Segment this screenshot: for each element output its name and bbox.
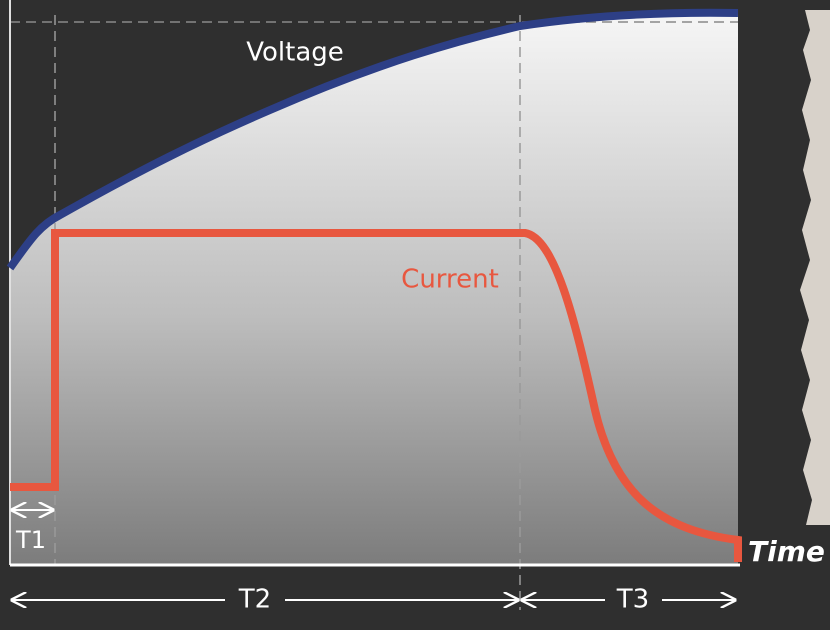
current-label: Current (401, 265, 499, 295)
paper-strip (800, 10, 830, 525)
t3-label: T3 (616, 585, 649, 615)
current-curve (10, 229, 742, 562)
time-label: Time (748, 535, 825, 568)
t2-label: T2 (238, 585, 271, 615)
charge-area (10, 12, 738, 565)
t1-label: T1 (15, 526, 46, 554)
voltage-curve (6, 8, 739, 271)
voltage-label: Voltage (246, 38, 344, 68)
